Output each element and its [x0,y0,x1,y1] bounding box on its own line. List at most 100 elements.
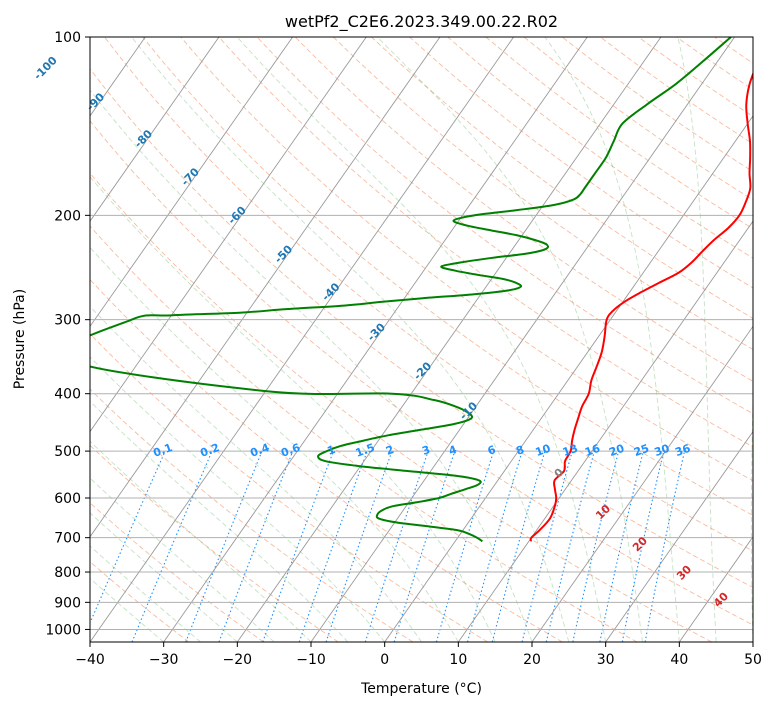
isotherm-line [605,430,753,642]
temperature-trace [529,71,753,542]
moist-adiabat-line [236,37,607,642]
dry-adiabat-line [90,278,563,642]
mixing-ratio-label: 0.4 [248,441,271,460]
dry-adiabat-line [180,37,753,482]
isotherm-line [163,37,588,642]
y-axis-title: Pressure (hPa) [12,289,28,389]
isotherm-line [384,115,753,642]
mixing-ratio-line [521,450,573,642]
y-tick-label: 1000 [45,622,81,638]
y-tick-label: 900 [54,595,81,611]
isotherm-line [531,325,753,642]
x-tick-label: 40 [670,652,688,668]
isotherm-line [90,37,367,433]
mixing-ratio-label: 25 [632,442,651,459]
x-tick-label: 0 [380,652,389,668]
moist-adiabat-line [90,512,238,642]
mixing-ratio-line [218,450,294,642]
sounding-traces [90,37,753,543]
moist-adiabat-line [90,356,386,642]
y-tick-label: 400 [54,387,81,403]
chart-title: wetPf2_C2E6.2023.349.00.22.R02 [285,12,558,32]
isotherm-line [678,536,753,642]
dry-adiabat-line [142,37,753,516]
moist-adiabat-line [90,89,533,642]
y-tick-label: 700 [54,531,81,547]
mixing-ratio-line [185,450,263,642]
plot-frame [89,36,754,643]
dry-adiabat-line [90,120,753,626]
mixing-ratio-line [131,450,213,642]
mixing-ratio-line [298,450,368,642]
y-tick-label: 800 [54,565,81,581]
isotherm-line [236,37,662,642]
mixing-ratio-label: 2 [384,443,396,458]
dewpoint-trace [90,37,732,543]
mixing-ratio-line [572,450,620,642]
y-tick-label: 100 [54,30,81,46]
isotherm-line [310,37,735,642]
moist-adiabat-line [90,400,349,642]
mixing-ratio-line [545,450,595,642]
x-tick-label: −20 [223,652,253,668]
x-tick-label: −30 [149,652,179,668]
mixing-ratio-label: 20 [607,442,626,460]
y-tick-label: 200 [54,208,81,224]
mixing-ratio-label: 0.2 [198,441,221,460]
mixing-ratio-line [466,450,523,642]
mixing-ratio-line [90,450,166,625]
y-tick-label: 300 [54,313,81,329]
mixing-ratio-line [262,450,334,642]
moist-adiabat-line [90,440,312,642]
mixing-ratio-label: 13 [561,442,580,459]
dry-adiabat-line [104,37,753,552]
mixing-ratio-label: 1 [325,443,337,458]
mixing-ratio-label: 4 [447,443,459,458]
mixing-ratio-label: 3 [420,443,432,458]
mixing-ratio-label: 10 [534,442,553,460]
x-axis-ticks: −40 −30 −20 −10 0 10 20 30 40 50 [75,642,762,668]
moist-adiabat-line [90,305,422,642]
moist-adiabat-line [544,37,680,642]
y-axis-ticks: 100 200 300 400 500 600 700 800 900 1000 [45,30,90,638]
x-tick-label: 30 [597,652,615,668]
isotherm-line [90,37,220,222]
dry-adiabat-line [294,37,753,382]
mixing-ratio-line [599,450,644,642]
dry-adiabat-line [332,37,753,351]
x-axis-title: Temperature (°C) [360,681,482,697]
moist-adiabat-line [90,545,201,642]
dry-adiabat-line [218,37,753,448]
mixing-ratio-label: 36 [673,442,692,460]
moist-adiabat-line [131,37,570,642]
moist-adiabat-line [750,381,753,642]
isotherm-line [90,37,514,642]
dry-adiabat-line [90,68,753,588]
x-tick-label: 20 [523,652,541,668]
mixing-ratio-label: 30 [653,442,672,460]
y-tick-label: 600 [54,491,81,507]
isotherm-line [457,220,753,642]
mixing-ratio-label: 16 [583,442,602,460]
x-tick-label: 10 [449,652,467,668]
background-lines [90,37,753,642]
mixing-ratio-label: 6 [486,443,498,458]
x-tick-label: −10 [296,652,326,668]
dry-adiabat-line [90,333,488,642]
mixing-ratio-line [325,450,393,642]
mixing-ratio-label: 0.6 [279,441,302,460]
mixing-ratio-label: 0.1 [152,441,175,460]
x-tick-label: −40 [75,652,105,668]
moist-adiabat-line [90,577,164,642]
mixing-ratio-label: 1.5 [354,441,377,460]
moist-adiabats [90,37,753,642]
isotherm-line [90,37,441,538]
moist-adiabat-line [90,176,496,642]
dry-adiabat-line [90,561,190,642]
moist-adiabat-line [677,37,717,642]
moist-adiabat-line [90,477,275,642]
dry-adiabat-line [90,172,712,642]
x-tick-label: 50 [744,652,762,668]
